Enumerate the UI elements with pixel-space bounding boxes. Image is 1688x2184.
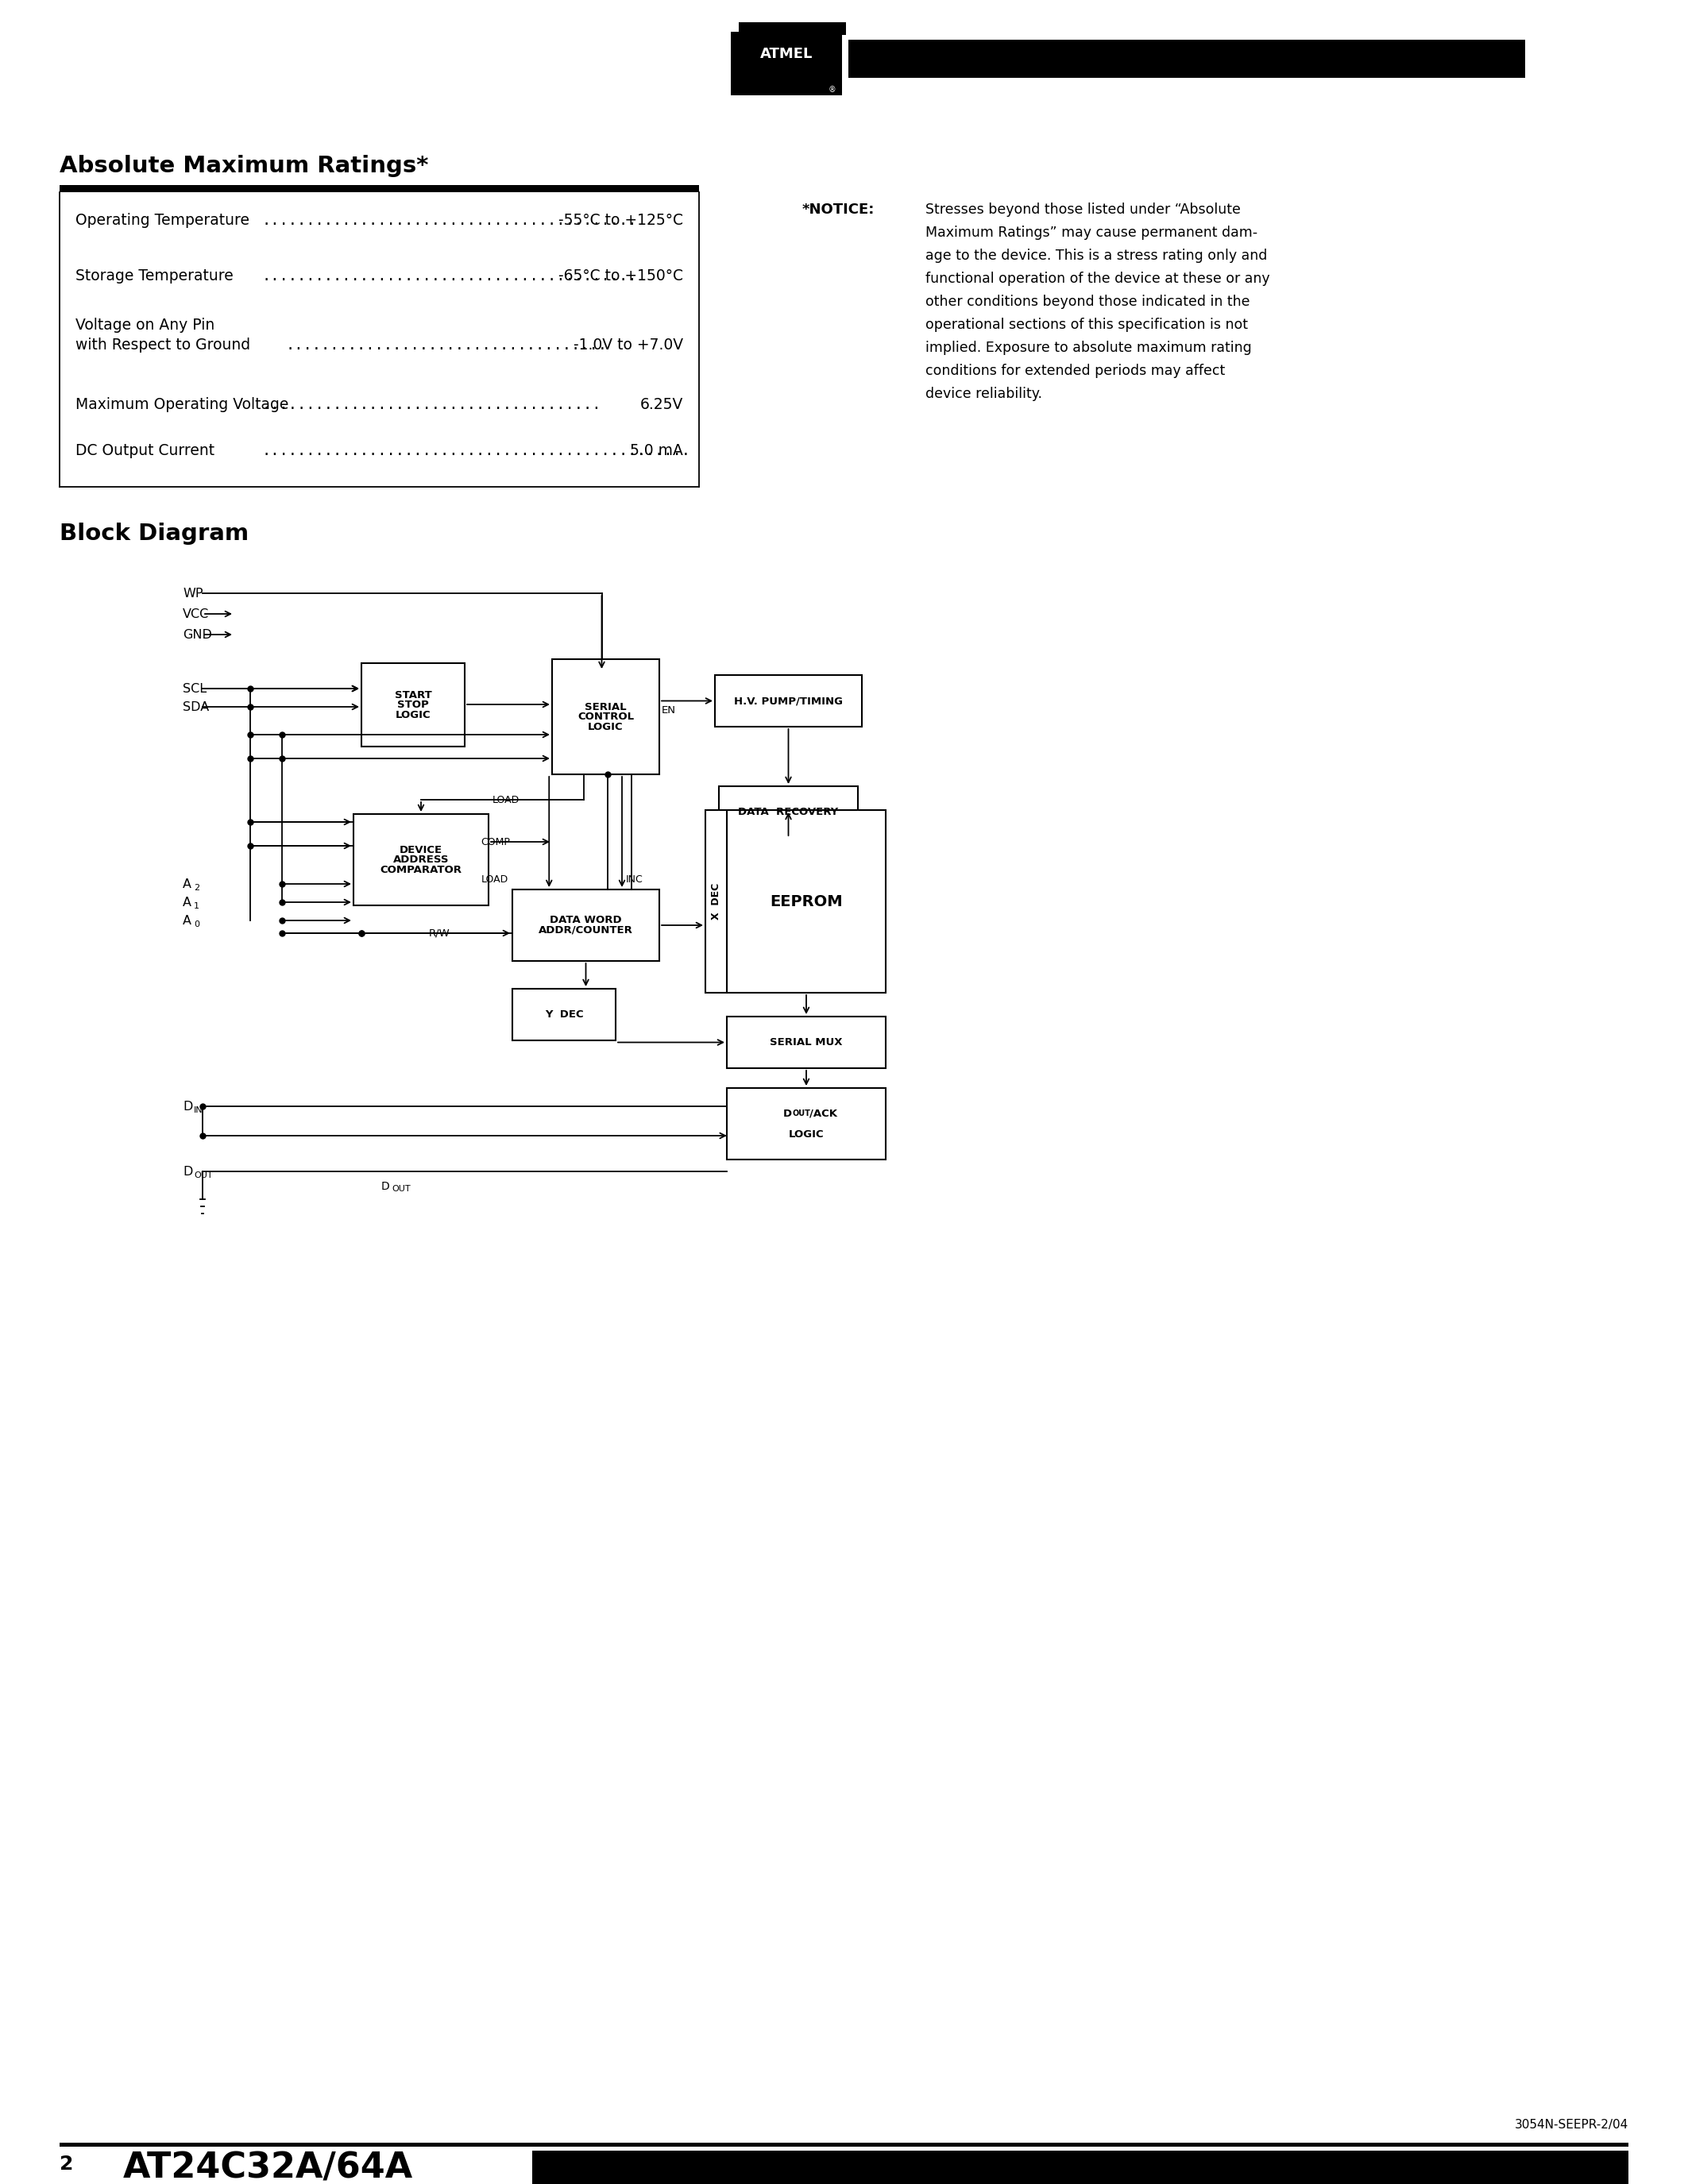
Text: conditions for extended periods may affect: conditions for extended periods may affe…: [925, 365, 1225, 378]
Bar: [719, 786, 858, 839]
Text: SERIAL: SERIAL: [584, 701, 626, 712]
Text: ATMEL: ATMEL: [760, 46, 814, 61]
Text: 5.0 mA: 5.0 mA: [630, 443, 684, 459]
Bar: [849, 39, 1526, 79]
Text: 0: 0: [194, 919, 199, 928]
Text: SCL: SCL: [182, 684, 206, 695]
Bar: [513, 889, 660, 961]
Bar: [728, 1088, 886, 1160]
Text: WP: WP: [182, 587, 203, 598]
Text: D: D: [783, 1107, 792, 1118]
Text: X  DEC: X DEC: [711, 882, 721, 919]
Text: Stresses beyond those listed under “Absolute: Stresses beyond those listed under “Abso…: [925, 203, 1241, 216]
Bar: [353, 815, 488, 906]
Text: ......................................: ......................................: [262, 397, 601, 413]
Text: Voltage on Any Pin: Voltage on Any Pin: [76, 317, 214, 332]
Text: Absolute Maximum Ratings*: Absolute Maximum Ratings*: [59, 155, 429, 177]
Text: STOP: STOP: [397, 699, 429, 710]
Text: ................................................: ........................................…: [262, 443, 690, 459]
Bar: [706, 810, 728, 994]
Text: -1.0V to +7.0V: -1.0V to +7.0V: [574, 339, 684, 352]
Text: A: A: [182, 915, 191, 926]
Bar: [739, 22, 846, 35]
Text: 3054N-SEEPR-2/04: 3054N-SEEPR-2/04: [1514, 2118, 1629, 2132]
Text: OUT: OUT: [392, 1186, 410, 1192]
Text: Maximum Ratings” may cause permanent dam-: Maximum Ratings” may cause permanent dam…: [925, 225, 1258, 240]
Text: COMP: COMP: [481, 836, 510, 847]
Text: CONTROL: CONTROL: [577, 712, 635, 723]
Text: Maximum Operating Voltage: Maximum Operating Voltage: [76, 397, 289, 413]
Text: LOGIC: LOGIC: [587, 721, 623, 732]
Text: H.V. PUMP/TIMING: H.V. PUMP/TIMING: [734, 697, 842, 705]
Text: SERIAL MUX: SERIAL MUX: [770, 1037, 842, 1048]
Text: functional operation of the device at these or any: functional operation of the device at th…: [925, 271, 1269, 286]
Text: with Respect to Ground: with Respect to Ground: [76, 339, 250, 352]
Text: *NOTICE:: *NOTICE:: [802, 203, 874, 216]
Text: Y  DEC: Y DEC: [545, 1009, 584, 1020]
Text: SDA: SDA: [182, 701, 209, 712]
Text: LOGIC: LOGIC: [788, 1129, 824, 1140]
Text: D: D: [182, 1101, 192, 1112]
Text: ..........................................: ........................................…: [262, 212, 638, 227]
Text: EEPROM: EEPROM: [770, 893, 842, 909]
Text: ®: ®: [827, 85, 836, 94]
Text: 2: 2: [59, 2156, 73, 2173]
Bar: [532, 2151, 1629, 2184]
Text: other conditions beyond those indicated in the: other conditions beyond those indicated …: [925, 295, 1249, 308]
Bar: [731, 33, 842, 96]
Text: operational sections of this specification is not: operational sections of this specificati…: [925, 317, 1247, 332]
Text: ....................................: ....................................: [285, 339, 608, 352]
Text: ..........................................: ........................................…: [262, 269, 638, 284]
Text: Storage Temperature: Storage Temperature: [76, 269, 233, 284]
Text: OUT: OUT: [792, 1109, 810, 1118]
Text: DATA WORD: DATA WORD: [550, 915, 621, 926]
Bar: [59, 2143, 1629, 2147]
Text: age to the device. This is a stress rating only and: age to the device. This is a stress rati…: [925, 249, 1268, 262]
Text: /ACK: /ACK: [810, 1107, 837, 1118]
Text: D: D: [182, 1166, 192, 1177]
Text: R/W: R/W: [429, 928, 451, 939]
Text: DATA  RECOVERY: DATA RECOVERY: [738, 806, 839, 817]
Text: implied. Exposure to absolute maximum rating: implied. Exposure to absolute maximum ra…: [925, 341, 1252, 356]
Text: START: START: [395, 690, 432, 701]
Text: INC: INC: [626, 874, 643, 885]
Bar: [59, 186, 699, 192]
Bar: [716, 675, 863, 727]
Text: GND: GND: [182, 629, 213, 640]
Bar: [361, 664, 464, 747]
Text: A: A: [182, 895, 191, 909]
Text: Block Diagram: Block Diagram: [59, 522, 248, 544]
Text: LOAD: LOAD: [493, 795, 520, 806]
Text: -65°C to +150°C: -65°C to +150°C: [559, 269, 684, 284]
Text: COMPARATOR: COMPARATOR: [380, 865, 463, 876]
Text: VCC: VCC: [182, 607, 209, 620]
Bar: [728, 810, 886, 994]
Bar: [552, 660, 660, 775]
Bar: [731, 85, 842, 96]
Text: DC Output Current: DC Output Current: [76, 443, 214, 459]
Bar: [513, 989, 616, 1040]
Text: 6.25V: 6.25V: [640, 397, 684, 413]
Text: OUT: OUT: [194, 1171, 213, 1179]
Text: LOGIC: LOGIC: [395, 710, 430, 721]
Text: Operating Temperature: Operating Temperature: [76, 212, 250, 227]
Text: 2: 2: [194, 885, 199, 891]
Text: IN: IN: [194, 1107, 203, 1114]
Text: 1: 1: [194, 902, 199, 911]
Text: LOAD: LOAD: [481, 874, 508, 885]
Text: DEVICE: DEVICE: [400, 845, 442, 854]
Text: A: A: [182, 878, 191, 889]
Text: AT24C32A/64A: AT24C32A/64A: [123, 2151, 414, 2184]
Text: ADDRESS: ADDRESS: [393, 854, 449, 865]
Text: D: D: [381, 1182, 390, 1192]
Text: ADDR/COUNTER: ADDR/COUNTER: [538, 926, 633, 935]
Text: EN: EN: [662, 705, 675, 716]
Text: device reliability.: device reliability.: [925, 387, 1041, 402]
Text: -55°C to +125°C: -55°C to +125°C: [559, 212, 684, 227]
Bar: [728, 1016, 886, 1068]
